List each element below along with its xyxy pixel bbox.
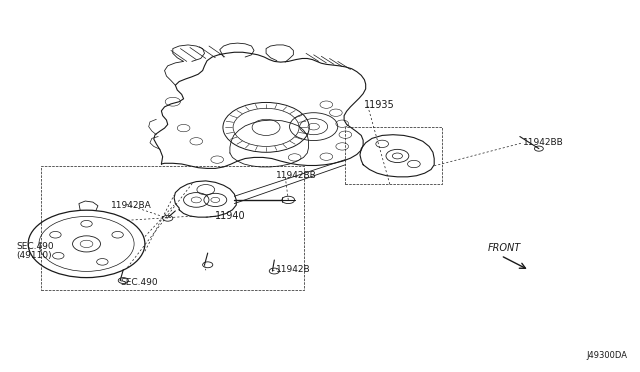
Text: 11942BB: 11942BB — [276, 170, 316, 180]
Text: SEC.490: SEC.490 — [17, 242, 54, 251]
Text: J49300DA: J49300DA — [587, 351, 628, 360]
Text: (49110): (49110) — [17, 251, 52, 260]
Text: 11935: 11935 — [364, 100, 395, 110]
Text: 11942BB: 11942BB — [523, 138, 564, 147]
Text: 11942B: 11942B — [276, 265, 310, 274]
Text: FRONT: FRONT — [488, 243, 522, 253]
Text: 11940: 11940 — [215, 211, 246, 221]
Text: SEC.490: SEC.490 — [120, 278, 158, 286]
Text: 11942BA: 11942BA — [111, 201, 152, 209]
